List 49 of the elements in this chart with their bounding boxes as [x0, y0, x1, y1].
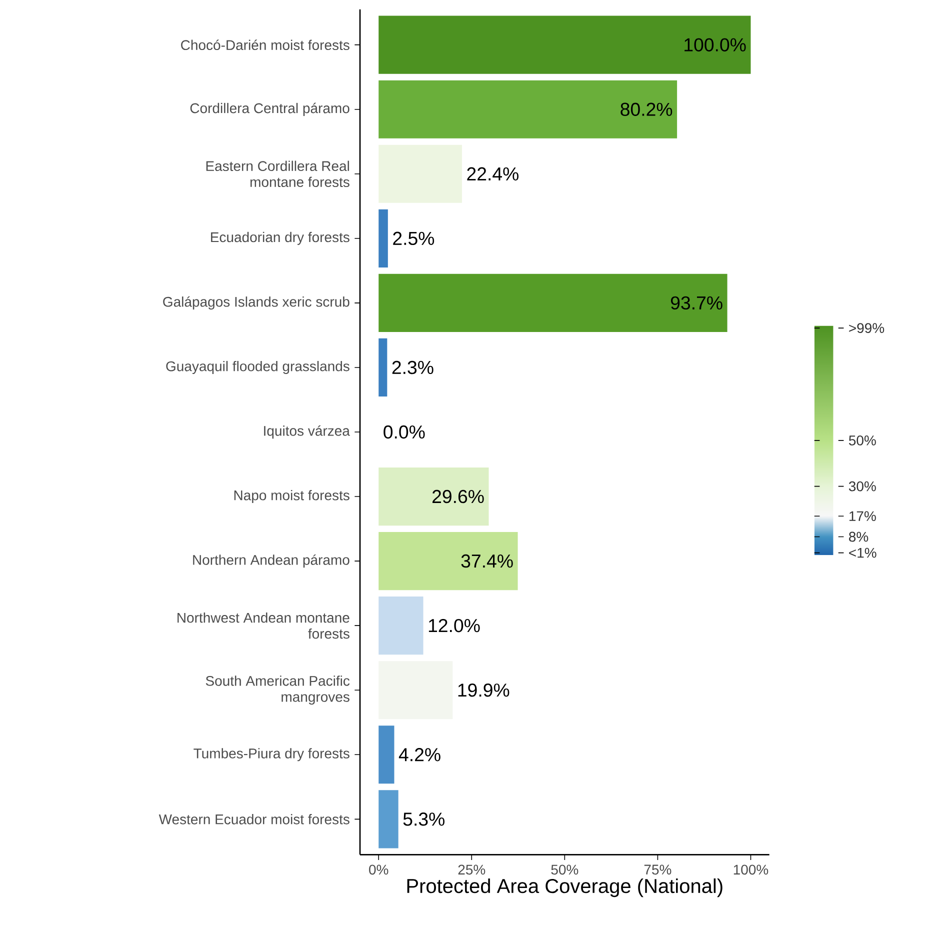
- bar: [378, 209, 388, 268]
- y-tick-label: Tumbes-Piura dry forests: [194, 748, 350, 762]
- y-tick-label: Galápagos Islands xeric scrub: [163, 296, 350, 310]
- bar: [378, 274, 728, 332]
- data-label: 19.9%: [458, 683, 510, 697]
- color-bar-label: 17%: [849, 511, 876, 522]
- bar: [378, 467, 489, 526]
- bar: [378, 596, 424, 655]
- bar: [378, 338, 388, 397]
- color-bar-label: 50%: [848, 435, 876, 446]
- data-label: 2.3%: [392, 360, 434, 374]
- bar: [378, 726, 394, 784]
- y-tick-label: South American Pacific mangroves: [206, 676, 350, 705]
- x-tick-label: 75%: [644, 864, 672, 875]
- bar: [378, 144, 462, 203]
- y-tick-label: Iquitos várzea: [264, 425, 350, 439]
- y-tick-label: Northern Andean páramo: [193, 554, 350, 568]
- bar: [378, 790, 398, 848]
- bar: [378, 80, 678, 138]
- y-tick-label: Western Ecuador moist forests: [158, 814, 350, 824]
- color-bar-label: 30%: [848, 481, 876, 492]
- data-label: 0.0%: [384, 425, 425, 439]
- y-tick-label: Cordillera Central páramo: [190, 102, 350, 116]
- x-tick-label: 0%: [369, 864, 388, 875]
- y-tick-label: Guayaquil flooded grasslands: [166, 360, 350, 374]
- data-label: 12.0%: [428, 618, 480, 632]
- x-tick-label: 25%: [458, 864, 486, 875]
- data-label: 93.7%: [670, 296, 722, 310]
- data-label: 37.4%: [461, 554, 513, 568]
- bar: [378, 16, 751, 74]
- data-label: 5.3%: [403, 812, 444, 826]
- data-label: 29.6%: [432, 490, 484, 504]
- y-tick-label: Napo moist forests: [234, 490, 350, 504]
- data-label: 22.4%: [467, 167, 518, 180]
- y-tick-label: Northwest Andean montane forests: [178, 612, 350, 639]
- y-tick-label: Eastern Cordillera Real montane forests: [206, 160, 350, 188]
- data-label: 80.2%: [620, 102, 672, 116]
- color-bar-label: >99%: [849, 323, 884, 334]
- bar: [378, 532, 518, 590]
- x-tick-label: 100%: [734, 864, 768, 875]
- data-label: 4.2%: [398, 748, 440, 762]
- y-tick-label: Chocó-Darién moist forests: [181, 40, 350, 50]
- y-tick-label: Ecuadorian dry forests: [211, 232, 350, 245]
- x-axis-title: Protected Area Coverage (National): [407, 878, 722, 898]
- color-bar-label: 8%: [849, 532, 868, 542]
- data-label: 100.0%: [684, 38, 746, 52]
- x-tick-label: 50%: [551, 864, 578, 875]
- color-bar-label: <1%: [849, 548, 876, 558]
- data-label: 2.5%: [393, 232, 434, 246]
